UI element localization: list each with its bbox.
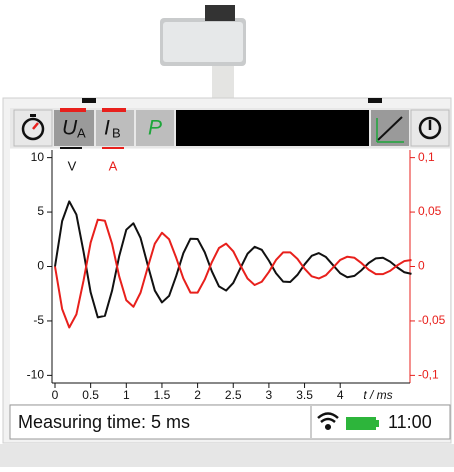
x-tick-label: 3.5 (296, 388, 313, 402)
channel-symbol: U (62, 117, 78, 140)
y2-tick-label: 0 (418, 259, 425, 273)
y-tick-label: -10 (27, 368, 45, 382)
y-tick-label: 5 (37, 204, 44, 218)
graph-button[interactable] (371, 110, 409, 146)
clock: 11:00 (388, 412, 432, 432)
y-tick-label: 0 (37, 259, 44, 273)
y-tick-label: 10 (31, 150, 45, 164)
x-axis-label: t / ms (363, 388, 392, 402)
current-button[interactable]: I B (96, 108, 134, 151)
channel-subscript: B (112, 125, 121, 140)
x-tick-label: 0.5 (82, 388, 99, 402)
power-button[interactable] (411, 110, 449, 146)
voltage-button[interactable]: U A (54, 108, 94, 151)
x-tick-label: 1.5 (154, 388, 171, 402)
bottom-bezel (0, 444, 454, 467)
led (368, 98, 382, 103)
x-tick-label: 1 (123, 388, 130, 402)
led (82, 98, 96, 103)
y-axis-unit: V (68, 158, 77, 173)
stopwatch-button[interactable] (14, 110, 52, 146)
channel-symbol: P (148, 117, 162, 140)
screen: U A I B P V A t / ms 1050- (0, 0, 454, 467)
battery-icon (346, 417, 379, 430)
y2-tick-label: 0,05 (418, 204, 442, 218)
x-tick-label: 2 (194, 388, 201, 402)
y2-tick-label: 0,1 (418, 150, 435, 164)
plot-background (10, 149, 450, 404)
y2-tick-label: -0,05 (418, 313, 446, 327)
x-tick-label: 3 (266, 388, 273, 402)
x-tick-label: 0 (52, 388, 59, 402)
channel-subscript: A (77, 125, 86, 140)
power-channel-button[interactable]: P (136, 110, 174, 146)
channel-symbol: I (104, 117, 110, 140)
display-field (176, 110, 369, 146)
status-bar: Measuring time: 5 ms 11:00 (10, 405, 450, 439)
status-text: Measuring time: 5 ms (18, 412, 190, 432)
toolbar: U A I B P (10, 108, 450, 151)
x-tick-label: 2.5 (225, 388, 242, 402)
x-tick-label: 4 (337, 388, 344, 402)
y2-axis-unit: A (109, 158, 118, 173)
y2-tick-label: -0,1 (418, 368, 439, 382)
y-tick-label: -5 (33, 313, 44, 327)
